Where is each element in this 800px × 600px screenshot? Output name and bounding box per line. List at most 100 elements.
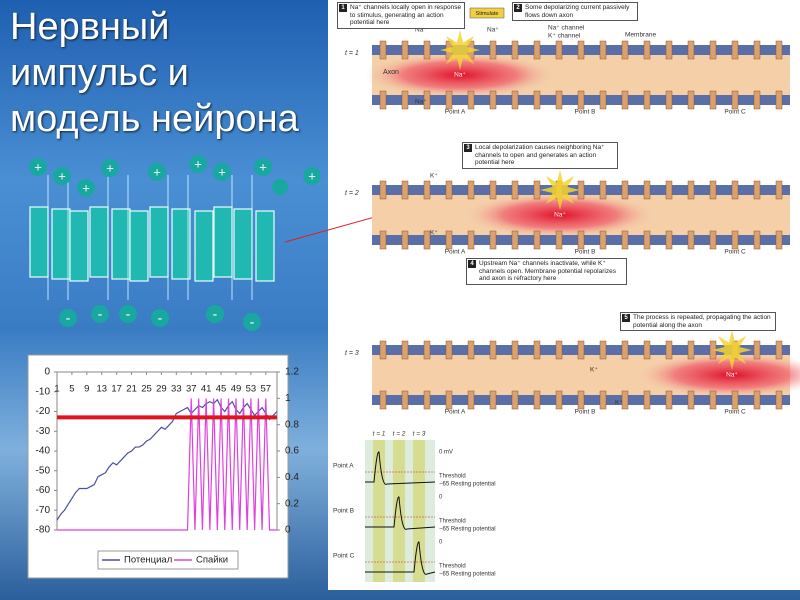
trace-threshold: Threshold	[439, 564, 466, 570]
channel	[467, 230, 475, 250]
channel	[709, 40, 717, 60]
trace-resting: −65 Resting potential	[439, 572, 496, 578]
x-tick-label: 21	[126, 384, 137, 395]
ion-minus	[119, 305, 137, 323]
x-tick-label: 1	[54, 384, 59, 395]
point-label: Point C	[724, 249, 746, 256]
channel	[401, 340, 409, 360]
time-label: t = 1	[345, 50, 359, 57]
ion-minus	[59, 309, 77, 327]
axon-label: Axon	[383, 69, 399, 76]
channel	[111, 208, 131, 280]
plus-sign: +	[259, 159, 267, 174]
time-stripe	[413, 440, 425, 582]
channel	[709, 390, 717, 410]
channel	[621, 180, 629, 200]
x-tick-label: 49	[231, 384, 242, 395]
channel	[599, 390, 607, 410]
channel	[489, 90, 497, 110]
channel	[775, 230, 783, 250]
stimulate-label: Stimulate	[476, 11, 499, 17]
step-box: Some depolarizing current passively flow…	[512, 2, 638, 21]
ion-plus	[303, 167, 321, 185]
channel	[577, 390, 585, 410]
channel	[445, 390, 453, 410]
chart-background	[27, 354, 289, 579]
ion-minus	[243, 313, 261, 331]
channel	[599, 180, 607, 200]
trace-point: Point A	[333, 463, 354, 470]
channel	[665, 390, 673, 410]
channel	[643, 90, 651, 110]
channel	[665, 40, 673, 60]
channel	[753, 40, 761, 60]
ion-plus	[77, 179, 95, 197]
channel	[555, 230, 563, 250]
channel	[643, 180, 651, 200]
channel	[775, 340, 783, 360]
channel	[555, 40, 563, 60]
channel	[577, 340, 585, 360]
k-label: K⁺	[615, 400, 623, 407]
time-label: t = 2	[345, 190, 359, 197]
channel	[753, 340, 761, 360]
point-label: Point B	[575, 409, 596, 416]
y2-tick-label: 1.2	[285, 367, 299, 378]
channel	[511, 230, 519, 250]
channel	[687, 40, 695, 60]
x-tick-label: 45	[216, 384, 227, 395]
ion-plus	[272, 179, 288, 195]
channel	[643, 340, 651, 360]
y2-tick-label: 0.8	[285, 419, 299, 430]
x-tick-label: 13	[96, 384, 107, 395]
membrane-label: Membrane	[625, 32, 656, 39]
channel	[379, 180, 387, 200]
channel	[379, 340, 387, 360]
series-line	[56, 398, 278, 521]
channel	[423, 390, 431, 410]
channel	[149, 206, 169, 278]
x-tick-label: 29	[156, 384, 167, 395]
trace-resting: −65 Resting potential	[439, 527, 496, 533]
channel	[687, 390, 695, 410]
ion-plus	[189, 155, 207, 173]
x-tick-label: 53	[246, 384, 257, 395]
channel	[687, 230, 695, 250]
channel	[643, 40, 651, 60]
channel	[753, 180, 761, 200]
channel	[533, 390, 541, 410]
trace-time: t = 1	[373, 431, 386, 438]
ion-plus	[101, 159, 119, 177]
plus-sign: +	[308, 168, 316, 183]
channel	[445, 90, 453, 110]
channel	[467, 90, 475, 110]
channel	[687, 180, 695, 200]
depolarization	[365, 53, 555, 97]
channel	[775, 40, 783, 60]
burst	[540, 170, 580, 210]
plus-sign: +	[106, 160, 114, 175]
channel	[489, 40, 497, 60]
channel	[621, 90, 629, 110]
channel	[687, 340, 695, 360]
channel	[577, 230, 585, 250]
title: Нервный импульс и модель нейрона	[10, 4, 299, 142]
channel	[467, 340, 475, 360]
channel	[687, 90, 695, 110]
y-tick-label: -70	[36, 505, 51, 516]
channel	[467, 180, 475, 200]
x-tick-label: 41	[201, 384, 212, 395]
channel	[665, 90, 673, 110]
x-tick-label: 25	[141, 384, 152, 395]
trace-time: t = 3	[413, 431, 426, 438]
channel	[577, 40, 585, 60]
x-tick-label: 17	[111, 384, 122, 395]
channel-label: Na⁺ channel	[548, 25, 585, 32]
burst	[712, 330, 752, 370]
channel	[709, 180, 717, 200]
channel	[621, 340, 629, 360]
na-ion-label: Na⁺	[415, 27, 427, 34]
plus-sign: +	[82, 180, 90, 195]
ion-plus	[29, 158, 47, 176]
